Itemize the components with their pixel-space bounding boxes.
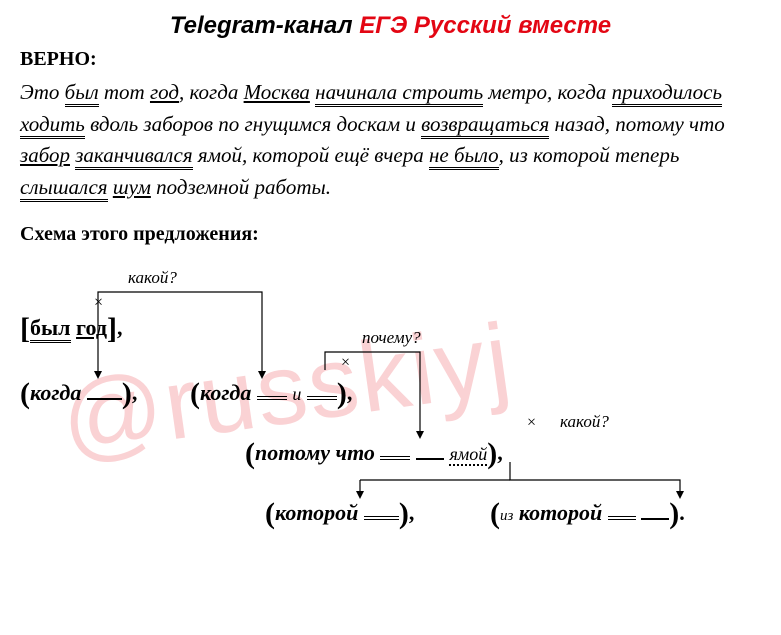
question-3: какой? (560, 412, 609, 432)
correct-label: ВЕРНО: (20, 48, 761, 71)
clause-kotoroy-1: (которой ), (265, 497, 414, 531)
predicate-nebylo: не было (429, 143, 499, 170)
arrow-svg (20, 262, 760, 592)
header-telegram: Telegram (170, 12, 276, 39)
header-red: ЕГЭ Русский вместе (359, 12, 611, 39)
subject-shum: шум (113, 175, 151, 199)
clause-kotoroy-2: (из которой ). (490, 497, 685, 531)
predicate-zakan: заканчивался (75, 143, 192, 170)
predicate-vozvr: возвращаться (421, 112, 549, 139)
main-clause: [был год], (20, 312, 122, 346)
subject-zabor: забор (20, 143, 70, 167)
subject-god: год (150, 80, 179, 104)
x-mark-2: × (341, 354, 350, 372)
clause-kogda-1: (когда ), (20, 377, 137, 411)
example-sentence: Это был тот год, когда Москва начинала с… (20, 77, 761, 203)
header-channel: -канал (276, 12, 360, 39)
question-1: какой? (128, 268, 177, 288)
subject-moskva: Москва (244, 80, 310, 104)
x-mark-1: × (94, 294, 103, 312)
clause-kogda-2: (когда и ), (190, 377, 352, 411)
x-mark-3: × (527, 414, 536, 432)
header-title: Telegram-канал ЕГЭ Русский вместе (20, 12, 761, 40)
schema-label: Схема этого предложения: (20, 223, 761, 246)
sentence-diagram: @russkiyj какой? почему? какой? × × × [б… (20, 262, 760, 592)
predicate-nachinala: начинала строить (315, 80, 483, 107)
predicate-slysh: слышался (20, 175, 108, 202)
predicate-byl: был (65, 80, 99, 107)
clause-potomu: (потому что ямой), (245, 437, 503, 471)
question-2: почему? (362, 328, 421, 348)
